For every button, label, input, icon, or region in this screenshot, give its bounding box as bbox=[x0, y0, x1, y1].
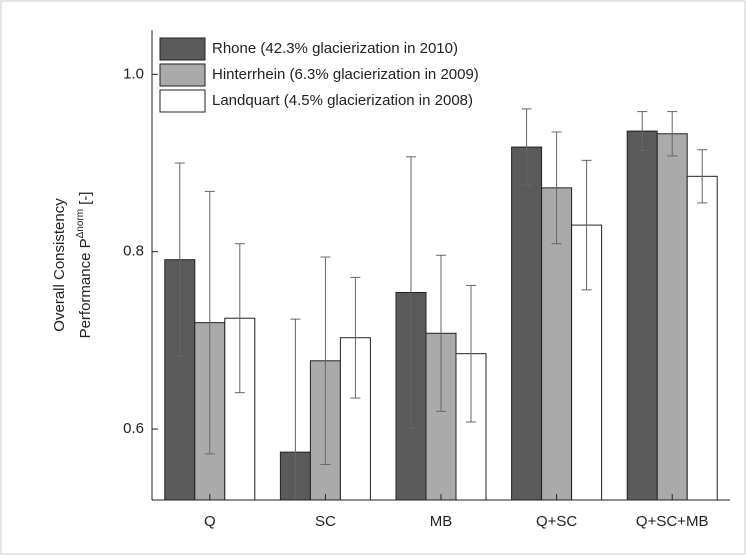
y-label-text: Performance P bbox=[77, 238, 94, 338]
bar bbox=[656, 133, 688, 500]
x-tick-label: MB bbox=[430, 513, 453, 530]
y-tick-label: 0.6 bbox=[123, 420, 144, 437]
bar bbox=[425, 332, 457, 500]
y-axis-label: Overall Consistency bbox=[51, 198, 68, 332]
x-tick-label: SC bbox=[315, 513, 336, 530]
y-tick-label: 0.8 bbox=[123, 243, 144, 260]
error-bar bbox=[667, 111, 678, 157]
bar bbox=[686, 175, 718, 500]
y-axis-label: Performance PΔnorm [-] bbox=[75, 192, 94, 339]
bar bbox=[626, 130, 658, 500]
error-bar bbox=[637, 111, 648, 152]
error-bar bbox=[290, 318, 301, 500]
plot bbox=[164, 108, 718, 500]
y-label-sup: Δnorm bbox=[75, 209, 86, 238]
legend-swatch bbox=[159, 89, 206, 113]
error-bar bbox=[466, 284, 476, 423]
legend-label: Rhone (42.3% glacierization in 2010) bbox=[212, 40, 458, 57]
legend-swatch bbox=[159, 37, 206, 61]
error-bar bbox=[204, 190, 215, 455]
legend-label: Hinterrhein (6.3% glacierization in 2009… bbox=[212, 66, 479, 83]
legend-swatch bbox=[159, 63, 206, 87]
error-bar bbox=[234, 243, 245, 394]
error-bar bbox=[406, 156, 416, 429]
error-bar bbox=[581, 159, 592, 291]
y-tick-label: 1.0 bbox=[123, 65, 144, 82]
bar bbox=[511, 146, 543, 500]
y-label-text: [-] bbox=[77, 192, 94, 205]
error-bar bbox=[320, 256, 331, 466]
error-bar bbox=[174, 162, 185, 357]
error-bar bbox=[436, 254, 446, 412]
x-tick-label: Q bbox=[204, 513, 216, 530]
error-bar bbox=[521, 108, 532, 186]
legend-label: Landquart (4.5% glacierization in 2008) bbox=[212, 92, 473, 109]
error-bar bbox=[551, 131, 562, 245]
x-tick-label: Q+SC bbox=[536, 513, 577, 530]
x-tick-label: Q+SC+MB bbox=[636, 513, 709, 530]
error-bar bbox=[697, 149, 708, 204]
error-bar bbox=[350, 276, 361, 399]
